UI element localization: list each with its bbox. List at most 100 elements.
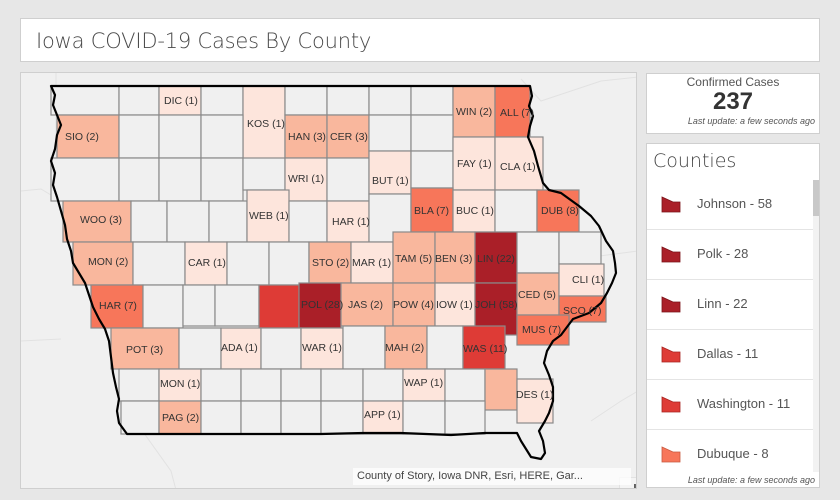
counties-scrollbar[interactable]	[813, 180, 819, 472]
svg-text:WEB (1): WEB (1)	[249, 210, 289, 222]
county-swatch-icon	[661, 196, 681, 213]
scrollbar-thumb[interactable]	[813, 180, 819, 216]
svg-text:WIN (2): WIN (2)	[456, 106, 492, 118]
county-hen	[484, 368, 518, 411]
svg-text:CED (5): CED (5)	[518, 289, 556, 301]
list-item[interactable]: Polk - 28	[647, 230, 813, 280]
svg-text:HAR (1): HAR (1)	[332, 216, 370, 228]
county-swatch-icon	[661, 446, 681, 463]
county-but	[368, 150, 412, 195]
list-item-label: Polk - 28	[697, 246, 749, 261]
list-item[interactable]: Dubuque - 8	[647, 430, 813, 472]
iowa-county-map[interactable]: DIC (1) KOS (1) WIN (2) ALL (7) SIO (2) …	[21, 73, 637, 489]
svg-text:WRI (1): WRI (1)	[288, 173, 324, 185]
svg-text:ADA (1): ADA (1)	[221, 342, 258, 354]
svg-text:DUB (8): DUB (8)	[541, 205, 579, 217]
county-kos	[242, 85, 286, 160]
svg-text:LIN (22): LIN (22)	[477, 253, 515, 265]
county-swatch-icon	[661, 396, 681, 413]
list-item-label: Dallas - 11	[697, 346, 759, 361]
county-cli	[558, 263, 605, 297]
svg-text:TAM (5): TAM (5)	[395, 253, 432, 265]
svg-text:ALL (7): ALL (7)	[500, 107, 534, 119]
svg-text:HAN (3): HAN (3)	[288, 131, 326, 143]
counties-last-update: Last update: a few seconds ago	[687, 475, 815, 485]
county-pag	[158, 400, 202, 435]
list-item-label: Washington - 11	[697, 396, 791, 411]
svg-text:WOO (3): WOO (3)	[80, 214, 122, 226]
svg-text:CLI (1): CLI (1)	[572, 274, 604, 286]
county-dal	[258, 284, 300, 329]
list-item[interactable]: Johnson - 58	[647, 180, 813, 230]
county-labels: DIC (1) KOS (1) WIN (2) ALL (7) SIO (2) …	[65, 95, 604, 424]
svg-text:MON (1): MON (1)	[160, 378, 200, 390]
svg-text:BUC (1): BUC (1)	[456, 205, 494, 217]
county-cells	[50, 85, 607, 435]
svg-text:DIC (1): DIC (1)	[164, 95, 198, 107]
county-dic	[158, 85, 202, 116]
svg-text:FAY (1): FAY (1)	[457, 158, 492, 170]
map-panel[interactable]: DIC (1) KOS (1) WIN (2) ALL (7) SIO (2) …	[20, 72, 637, 489]
counties-title: Counties	[653, 150, 737, 172]
svg-text:WAR (1): WAR (1)	[302, 342, 342, 354]
svg-text:APP (1): APP (1)	[364, 409, 401, 421]
svg-text:POL (28): POL (28)	[301, 299, 343, 311]
county-dub	[536, 189, 580, 233]
state-border	[49, 84, 618, 461]
confirmed-cases-value: 237	[712, 88, 754, 115]
confirmed-cases-label: Confirmed Cases	[686, 75, 780, 89]
county-car	[184, 241, 228, 286]
confirmed-last-update: Last update: a few seconds ago	[687, 116, 815, 126]
county-bla	[410, 187, 454, 233]
list-item-label: Johnson - 58	[697, 196, 773, 211]
svg-text:SCO (7): SCO (7)	[563, 305, 602, 317]
svg-text:CAR (1): CAR (1)	[188, 257, 226, 269]
svg-text:MUS (7): MUS (7)	[522, 324, 561, 336]
svg-text:WAP (1): WAP (1)	[404, 377, 443, 389]
county-pol	[298, 282, 342, 329]
county-cla	[494, 136, 544, 191]
counties-panel: Counties Johnson - 58 Polk - 28 Linn - 2…	[646, 143, 820, 488]
title-panel: Iowa COVID-19 Cases By County	[20, 18, 820, 62]
svg-text:CER (3): CER (3)	[330, 131, 368, 143]
svg-text:STO (2): STO (2)	[312, 257, 349, 269]
svg-text:SIO (2): SIO (2)	[65, 131, 99, 143]
county-han	[284, 114, 328, 159]
county-pow	[392, 282, 436, 327]
svg-text:IOW (1): IOW (1)	[436, 299, 473, 311]
confirmed-cases-panel: Confirmed Cases 237 Last update: a few s…	[646, 73, 820, 134]
list-item-label: Dubuque - 8	[697, 446, 769, 461]
svg-text:POW (4): POW (4)	[393, 299, 434, 311]
county-cer	[326, 114, 370, 159]
list-item[interactable]: Linn - 22	[647, 280, 813, 330]
svg-text:BEN (3): BEN (3)	[435, 253, 472, 265]
svg-text:DES (1): DES (1)	[516, 389, 553, 401]
county-was	[462, 325, 506, 370]
list-item[interactable]: Washington - 11	[647, 380, 813, 430]
svg-text:MAR (1): MAR (1)	[352, 257, 391, 269]
svg-text:WAS (11): WAS (11)	[463, 343, 507, 355]
svg-text:JAS (2): JAS (2)	[348, 299, 383, 311]
svg-text:POT (3): POT (3)	[126, 344, 163, 356]
list-item-label: Linn - 22	[697, 296, 748, 311]
county-mon-s	[158, 368, 202, 402]
svg-text:CLA (1): CLA (1)	[500, 161, 536, 173]
county-har-n	[326, 200, 370, 243]
svg-text:HAR (7): HAR (7)	[99, 300, 137, 312]
list-item[interactable]: Dallas - 11	[647, 330, 813, 380]
counties-list[interactable]: Johnson - 58 Polk - 28 Linn - 22 Dallas …	[647, 180, 813, 472]
county-mus	[516, 314, 570, 346]
county-swatch-icon	[661, 296, 681, 313]
svg-text:MON (2): MON (2)	[88, 256, 128, 268]
svg-text:BLA (7): BLA (7)	[414, 205, 449, 217]
svg-text:KOS (1): KOS (1)	[247, 118, 285, 130]
county-jas	[340, 282, 394, 327]
page-title: Iowa COVID-19 Cases By County	[36, 29, 372, 53]
svg-text:JOH (58): JOH (58)	[475, 299, 518, 311]
county-swatch-icon	[661, 346, 681, 363]
county-swatch-icon	[661, 246, 681, 263]
svg-text:MAH (2): MAH (2)	[385, 342, 424, 354]
county-lin	[474, 231, 518, 284]
county-ada	[220, 327, 262, 370]
svg-text:BUT (1): BUT (1)	[372, 175, 409, 187]
